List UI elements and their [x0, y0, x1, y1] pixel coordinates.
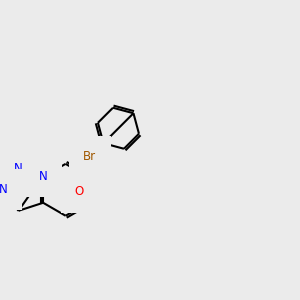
Text: N: N [0, 183, 8, 196]
Text: O: O [75, 185, 84, 198]
Text: N: N [84, 152, 93, 165]
Text: N: N [39, 170, 47, 183]
Text: N: N [14, 162, 23, 175]
Text: H: H [83, 145, 91, 155]
Text: Br: Br [83, 150, 97, 163]
